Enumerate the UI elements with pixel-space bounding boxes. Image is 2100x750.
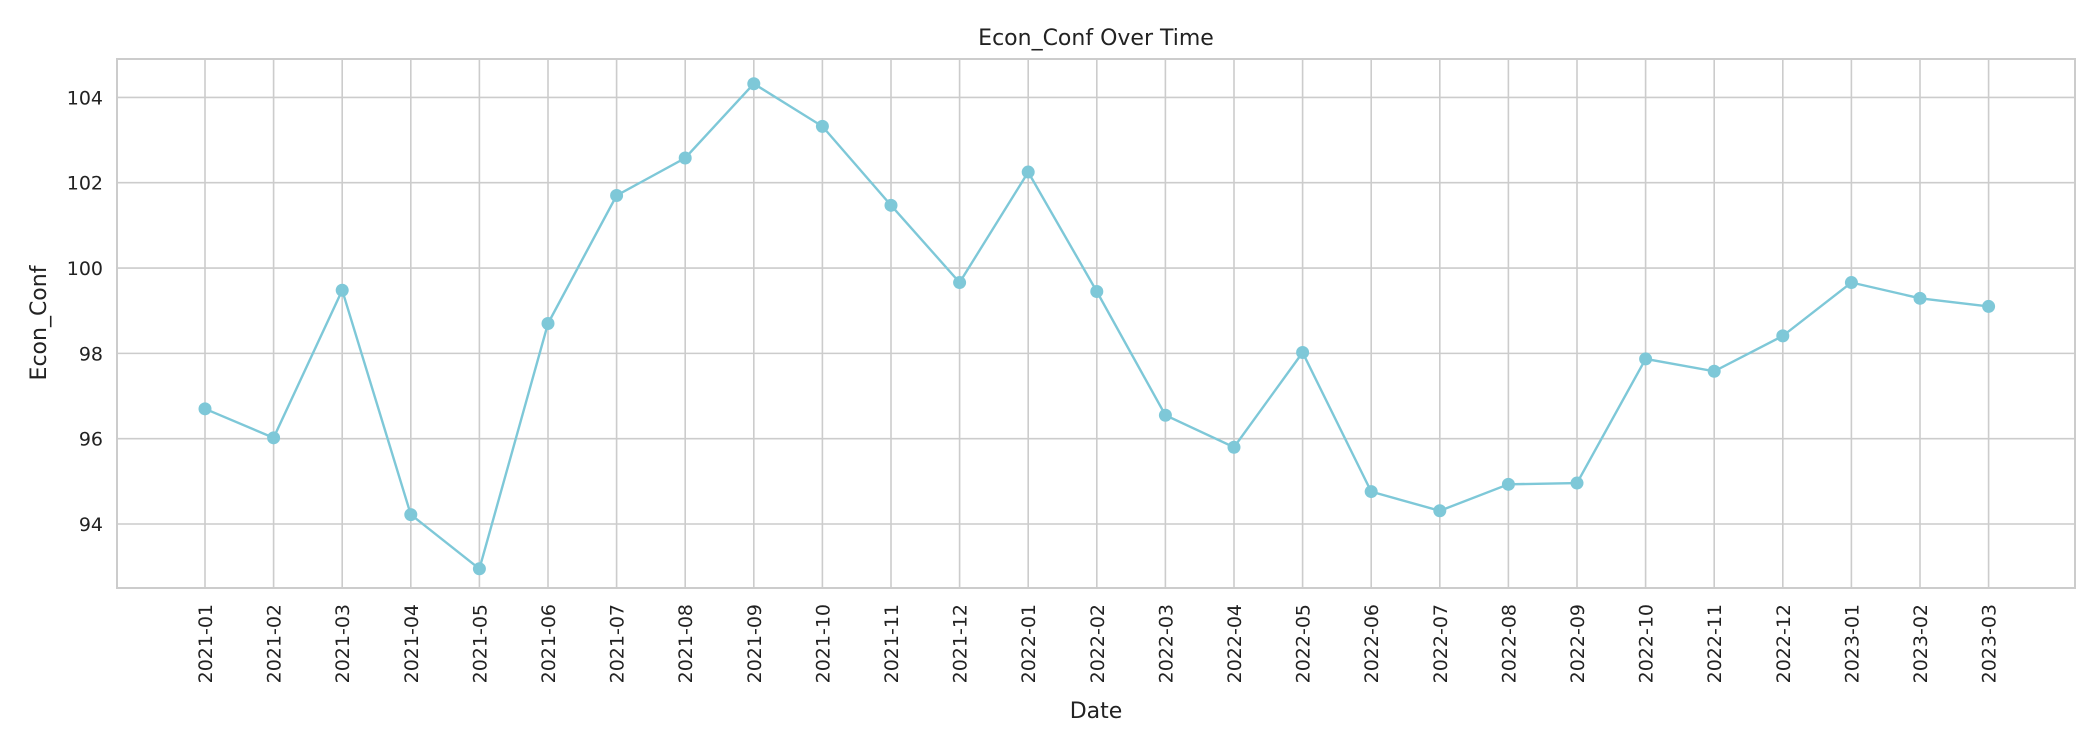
- y-tick-labels: 94 96 98 100 102 104: [67, 87, 103, 536]
- x-tick-label: 2021-10: [812, 604, 834, 683]
- x-tick-labels: 2021-01 2021-02 2021-03 2021-04 2021-05 2021-…: [195, 604, 2001, 683]
- x-tick-label: 2021-09: [744, 604, 766, 683]
- x-tick-label: 2021-06: [538, 604, 560, 683]
- x-tick-label: 2022-07: [1430, 604, 1452, 683]
- data-point: [1501, 477, 1515, 491]
- x-tick-label: 2022-10: [1636, 604, 1658, 683]
- x-tick-label: 2022-06: [1361, 604, 1383, 683]
- x-tick-label: 2021-04: [401, 604, 423, 683]
- x-tick-label: 2022-01: [1018, 604, 1040, 683]
- y-tick-label: 98: [79, 343, 103, 365]
- x-tick-label: 2022-03: [1155, 604, 1177, 683]
- data-point: [1707, 364, 1721, 378]
- data-point: [815, 119, 829, 133]
- x-tick-label: 2021-11: [881, 604, 903, 683]
- data-point: [541, 317, 555, 330]
- data-point: [953, 276, 967, 290]
- x-axis-title: Date: [1070, 699, 1123, 724]
- x-tick-label: 2021-07: [607, 604, 629, 683]
- plot-frame: [116, 58, 2076, 589]
- x-tick-label: 2021-03: [332, 604, 354, 683]
- data-point: [335, 283, 349, 297]
- data-point: [267, 431, 281, 445]
- grid: [117, 59, 2075, 588]
- data-point: [1227, 440, 1241, 454]
- x-tick-label: 2022-05: [1293, 604, 1315, 683]
- y-tick-label: 102: [67, 173, 103, 195]
- data-point: [1364, 485, 1378, 499]
- data-point: [1913, 291, 1927, 305]
- data-point: [1158, 408, 1172, 422]
- x-tick-label: 2021-02: [264, 604, 286, 683]
- x-tick-label: 2023-02: [1910, 604, 1932, 683]
- data-point: [404, 508, 418, 522]
- x-tick-label: 2022-08: [1498, 604, 1520, 683]
- x-tick-label: 2021-05: [469, 604, 491, 683]
- x-tick-label: 2022-02: [1087, 604, 1109, 683]
- x-tick-label: 2021-12: [950, 604, 972, 683]
- data-point: [678, 151, 692, 165]
- data-point: [1570, 476, 1584, 490]
- x-tick-label: 2021-01: [195, 604, 217, 683]
- series-layer: [198, 77, 1996, 576]
- data-point: [198, 402, 212, 416]
- x-tick-label: 2022-11: [1704, 604, 1726, 683]
- data-point: [884, 198, 898, 212]
- chart-title: Econ_Conf Over Time: [978, 26, 1214, 51]
- y-tick-label: 104: [67, 87, 103, 109]
- x-tick-label: 2022-04: [1224, 604, 1246, 683]
- data-point: [747, 77, 761, 91]
- data-point: [1844, 276, 1858, 290]
- data-point: [1021, 165, 1035, 179]
- y-axis-title: Econ_Conf: [27, 264, 52, 380]
- data-point: [1090, 285, 1104, 299]
- y-tick-label: 100: [67, 258, 103, 280]
- x-tick-label: 2021-08: [675, 604, 697, 683]
- data-point: [610, 189, 624, 203]
- x-tick-label: 2023-03: [1979, 604, 2001, 683]
- data-point: [1433, 504, 1447, 518]
- x-tick-label: 2023-01: [1841, 604, 1863, 683]
- x-tick-label: 2022-12: [1773, 604, 1795, 683]
- x-tick-label: 2022-09: [1567, 604, 1589, 683]
- data-point: [1296, 346, 1310, 360]
- data-point: [1776, 329, 1790, 343]
- y-tick-label: 96: [79, 429, 103, 451]
- data-point: [1982, 299, 1996, 313]
- y-tick-label: 94: [79, 514, 103, 536]
- data-point: [1639, 352, 1653, 366]
- data-point: [472, 562, 486, 576]
